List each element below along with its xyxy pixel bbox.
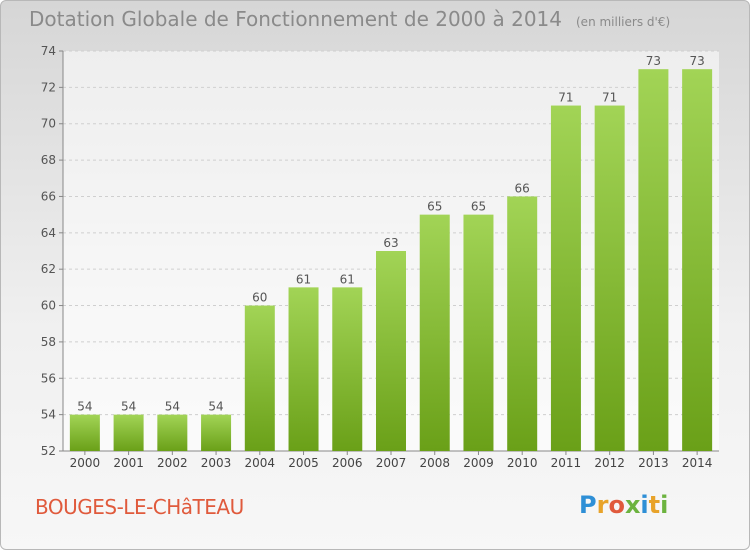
logo-letter: i	[640, 491, 649, 519]
commune-name: BOUGES-LE-CHâTEAU	[35, 495, 244, 519]
bar	[244, 305, 275, 451]
y-tick-label: 56	[41, 371, 56, 385]
bar	[201, 414, 232, 451]
data-label: 54	[208, 400, 223, 414]
x-tick-label: 2009	[463, 456, 494, 470]
x-tick-label: 2004	[245, 456, 276, 470]
bar	[550, 105, 581, 451]
x-tick-label: 2005	[288, 456, 319, 470]
logo-letter: x	[624, 491, 641, 519]
x-tick-label: 2008	[419, 456, 450, 470]
bar	[594, 105, 625, 451]
logo-letter: i	[660, 491, 669, 519]
y-tick-label: 72	[41, 80, 56, 94]
data-label: 54	[121, 400, 136, 414]
bar	[507, 196, 538, 451]
data-label: 54	[77, 400, 92, 414]
bar	[288, 287, 319, 451]
x-tick-label: 2013	[638, 456, 669, 470]
x-tick-label: 2006	[332, 456, 363, 470]
x-tick-label: 2011	[551, 456, 582, 470]
x-tick-label: 2001	[113, 456, 144, 470]
bar	[419, 214, 450, 451]
x-tick-label: 2014	[682, 456, 713, 470]
data-label: 65	[427, 200, 442, 214]
logo-letter: P	[579, 491, 597, 519]
proxiti-logo: Proxiti	[579, 491, 668, 519]
y-tick-label: 68	[41, 153, 56, 167]
data-label: 60	[252, 291, 267, 305]
bar	[69, 414, 100, 451]
y-tick-label: 60	[41, 299, 56, 313]
x-tick-label: 2003	[201, 456, 232, 470]
x-tick-label: 2002	[157, 456, 188, 470]
y-tick-label: 64	[41, 226, 56, 240]
bar	[332, 287, 363, 451]
logo-letter: o	[608, 491, 625, 519]
data-label: 71	[602, 91, 617, 105]
data-label: 73	[646, 54, 661, 68]
x-tick-label: 2007	[376, 456, 407, 470]
bar	[157, 414, 188, 451]
x-tick-label: 2012	[594, 456, 625, 470]
bar	[463, 214, 494, 451]
x-tick-label: 2000	[70, 456, 101, 470]
bar	[376, 251, 406, 451]
data-label: 73	[689, 54, 704, 68]
y-tick-label: 58	[41, 335, 56, 349]
bar	[113, 414, 144, 451]
x-tick-label: 2010	[507, 456, 538, 470]
y-tick-label: 70	[41, 117, 56, 131]
data-label: 54	[165, 400, 180, 414]
data-label: 65	[471, 200, 486, 214]
title-text: Dotation Globale de Fonctionnement de 20…	[29, 7, 562, 31]
logo-letter: r	[596, 491, 609, 519]
y-tick-label: 66	[41, 189, 56, 203]
y-tick-label: 52	[41, 444, 56, 458]
logo-letter: t	[648, 491, 661, 519]
data-label: 63	[383, 236, 398, 250]
bar	[682, 69, 713, 451]
data-label: 61	[340, 272, 355, 286]
data-label: 66	[515, 181, 530, 195]
y-tick-label: 54	[41, 408, 56, 422]
y-tick-label: 62	[41, 262, 56, 276]
chart-subtitle: (en milliers d'€)	[576, 15, 671, 29]
data-label: 61	[296, 272, 311, 286]
bar	[638, 69, 669, 451]
data-label: 71	[558, 91, 573, 105]
y-tick-label: 74	[41, 44, 56, 58]
chart-title: Dotation Globale de Fonctionnement de 20…	[29, 7, 670, 31]
